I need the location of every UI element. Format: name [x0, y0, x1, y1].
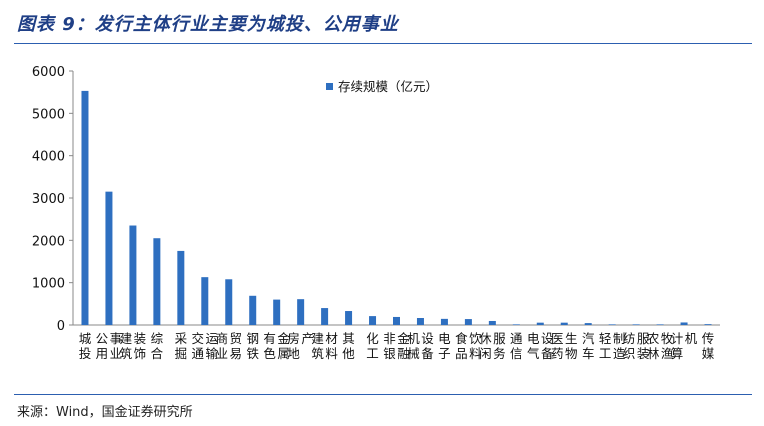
x-tick-label: 房地产	[287, 331, 314, 361]
legend: 存续规模（亿元）	[326, 79, 438, 94]
bar	[225, 279, 233, 325]
x-tick-label: 休闲服务	[479, 331, 506, 361]
x-tick-label: 城投	[79, 331, 92, 361]
x-tick-label: 通信	[510, 331, 523, 361]
x-tick-label: 汽车	[582, 331, 595, 361]
x-tick-label: 计算机	[671, 331, 698, 361]
x-tick-label: 医药生物	[551, 331, 578, 361]
bar	[512, 324, 520, 325]
x-tick-label: 有色金属	[263, 331, 290, 361]
bar	[416, 318, 424, 325]
y-tick-label: 3000	[32, 192, 65, 207]
y-tick-label: 0	[57, 319, 65, 334]
bar	[153, 238, 161, 325]
x-tick-label: 采掘	[175, 331, 188, 361]
x-tick-label: 建筑材料	[311, 331, 338, 361]
bar	[273, 299, 281, 325]
bar	[369, 316, 377, 325]
source-note: 来源：Wind，国金证券研究所	[17, 405, 193, 420]
bottom-divider	[14, 394, 752, 395]
x-tick-label: 交通运输	[192, 331, 219, 361]
bar	[81, 90, 89, 326]
bar	[440, 318, 448, 325]
bar	[584, 323, 592, 325]
x-tick-label: 化工	[366, 331, 379, 361]
bar	[488, 320, 496, 325]
bar	[105, 191, 113, 325]
x-tick-label: 电气设备	[527, 331, 554, 361]
bar	[249, 295, 257, 325]
bar	[704, 324, 712, 325]
bar	[536, 322, 544, 325]
x-tick-label: 食品饮料	[455, 331, 482, 361]
x-tick-label: 公用事业	[96, 331, 123, 361]
bar	[129, 225, 137, 325]
top-divider	[14, 43, 752, 44]
figure-title: 图表 9：发行主体行业主要为城投、公用事业	[17, 14, 399, 35]
x-tick-label: 纺织服装	[623, 331, 650, 361]
bar	[201, 277, 209, 325]
x-tick-label: 轻工制造	[599, 331, 626, 361]
bar	[656, 324, 664, 325]
x-tick-label: 机械设备	[407, 331, 434, 361]
bar	[321, 308, 329, 325]
bar	[345, 311, 353, 325]
bar	[680, 322, 688, 325]
x-tick-label: 农林牧渔	[647, 331, 674, 361]
x-tick-label: 建筑装饰	[120, 331, 147, 361]
bar	[632, 324, 640, 325]
bar	[464, 319, 472, 325]
y-tick-label: 6000	[32, 65, 65, 80]
bar	[177, 250, 185, 325]
legend-label: 存续规模（亿元）	[338, 79, 438, 94]
x-tick-label: 商业贸易	[216, 331, 243, 361]
legend-swatch	[326, 83, 333, 90]
y-tick-label: 4000	[32, 150, 65, 165]
y-tick-label: 2000	[32, 234, 65, 249]
bar	[560, 322, 568, 325]
y-tick-label: 5000	[32, 107, 65, 122]
x-tick-label: 电子	[438, 331, 451, 361]
x-tick-label: 钢铁	[246, 331, 259, 361]
bar	[297, 299, 305, 325]
y-tick-label: 1000	[32, 277, 65, 292]
x-tick-label: 其他	[342, 331, 355, 361]
x-tick-label: 综合	[151, 331, 164, 361]
bar	[393, 316, 400, 325]
x-tick-label: 传媒	[702, 331, 715, 361]
x-tick-label: 非银金融	[383, 331, 410, 361]
bar	[608, 324, 616, 325]
